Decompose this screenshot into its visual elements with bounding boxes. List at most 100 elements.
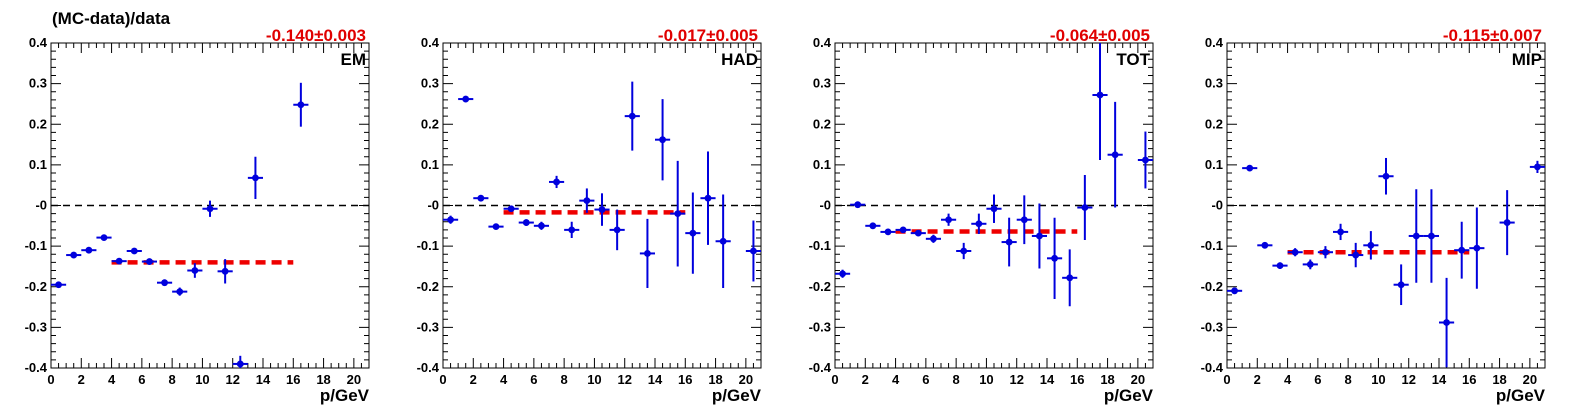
x-tick-label: 2 (862, 372, 869, 387)
x-tick-label: 4 (1284, 372, 1292, 387)
panel-label: HAD (721, 50, 758, 69)
y-tick-label: -0.4 (1201, 360, 1224, 375)
x-tick-label: 8 (169, 372, 176, 387)
fit-result-label: -0.140±0.003 (266, 26, 366, 45)
data-point (1367, 241, 1375, 249)
data-point (1428, 232, 1435, 240)
y-tick-label: 0.4 (29, 35, 48, 50)
y-axis-label: (MC-data)/data (52, 9, 171, 28)
data-point (1534, 163, 1541, 171)
x-tick-label: 6 (922, 372, 929, 387)
x-tick-label: 14 (648, 372, 663, 387)
data-point (1458, 246, 1466, 254)
y-tick-label: -0.1 (417, 238, 439, 253)
data-point (1142, 156, 1149, 164)
data-point (1306, 261, 1314, 268)
x-tick-label: 18 (316, 372, 330, 387)
y-tick-label: -0 (1211, 198, 1223, 213)
data-point (568, 226, 576, 234)
y-tick-label: 0.1 (1205, 157, 1223, 172)
y-tick-label: -0.2 (809, 279, 831, 294)
data-point (161, 279, 168, 287)
data-point (1397, 281, 1405, 289)
y-tick-label: 0.1 (421, 157, 439, 172)
x-tick-label: 0 (47, 372, 54, 387)
data-point (1081, 204, 1089, 211)
data-series (443, 81, 761, 288)
data-point (492, 223, 500, 231)
y-tick-label: 0.3 (813, 76, 831, 91)
data-point (191, 267, 199, 274)
x-tick-label: 20 (739, 372, 753, 387)
data-point (176, 288, 184, 296)
y-tick-label: 0.4 (1205, 35, 1224, 50)
y-tick-label: -0 (35, 198, 47, 213)
x-axis-label: p/GeV (712, 386, 762, 405)
data-point (1352, 251, 1360, 259)
y-tick-label: 0.3 (421, 76, 439, 91)
x-tick-label: 18 (708, 372, 722, 387)
y-tick-label: -0.2 (25, 279, 47, 294)
x-tick-label: 6 (530, 372, 537, 387)
fit-result-label: -0.115±0.007 (1443, 26, 1542, 45)
x-tick-label: 8 (953, 372, 960, 387)
x-tick-label: 0 (831, 372, 838, 387)
data-point (462, 95, 470, 103)
x-axis-label: p/GeV (1104, 386, 1154, 405)
x-axis-label: p/GeV (1496, 386, 1546, 405)
data-point (719, 237, 727, 245)
data-point (1111, 151, 1119, 159)
y-tick-label: -0.1 (1201, 238, 1223, 253)
data-point (1291, 248, 1299, 256)
x-tick-label: 12 (1009, 372, 1023, 387)
y-tick-label: -0.3 (25, 319, 47, 334)
x-tick-label: 20 (347, 372, 361, 387)
data-point (1036, 232, 1043, 240)
data-point (628, 112, 636, 120)
data-point (1261, 241, 1269, 249)
data-series (1227, 157, 1545, 368)
data-point (206, 205, 214, 213)
data-point (659, 136, 666, 144)
x-tick-label: 12 (1401, 372, 1415, 387)
data-point (1473, 244, 1481, 252)
x-tick-label: 2 (1254, 372, 1261, 387)
data-point (297, 101, 305, 109)
y-tick-label: -0.4 (417, 360, 440, 375)
x-tick-label: 0 (1223, 372, 1230, 387)
x-tick-label: 16 (1462, 372, 1476, 387)
x-tick-label: 20 (1131, 372, 1145, 387)
x-tick-label: 2 (78, 372, 85, 387)
data-point (100, 234, 108, 241)
x-tick-label: 4 (500, 372, 508, 387)
x-tick-label: 10 (587, 372, 601, 387)
chart-panel-tot: 0.4 0.3 0.2 0.1 -0 -0.1 -0.2 -0.3 -0.40 2 4 6 8 10 12 1… (809, 26, 1154, 405)
data-series (835, 43, 1153, 307)
data-point (146, 258, 153, 265)
data-point (644, 250, 651, 257)
data-point (1322, 248, 1329, 256)
x-tick-label: 12 (225, 372, 239, 387)
y-tick-label: 0.4 (813, 35, 832, 50)
y-tick-label: 0.1 (29, 157, 47, 172)
data-point (854, 201, 862, 209)
panel-label: MIP (1512, 50, 1542, 69)
data-point (869, 222, 877, 230)
data-point (1503, 219, 1511, 226)
y-tick-label: 0.2 (813, 116, 831, 131)
data-point (1066, 274, 1074, 282)
chart-panel-em: 0.4 0.3 0.2 0.1 -0 -0.1 -0.2 -0.3 -0.40 2 4 6 8 10 12 1… (25, 26, 370, 405)
data-point (522, 219, 530, 226)
x-axis-label: p/GeV (320, 386, 370, 405)
data-point (583, 197, 591, 205)
x-tick-label: 16 (1070, 372, 1084, 387)
x-tick-label: 14 (1040, 372, 1055, 387)
x-tick-label: 8 (1345, 372, 1352, 387)
x-tick-label: 16 (286, 372, 300, 387)
data-point (1276, 262, 1284, 270)
data-point (839, 270, 846, 278)
x-tick-label: 10 (1371, 372, 1385, 387)
data-point (130, 247, 138, 255)
x-tick-label: 18 (1492, 372, 1506, 387)
